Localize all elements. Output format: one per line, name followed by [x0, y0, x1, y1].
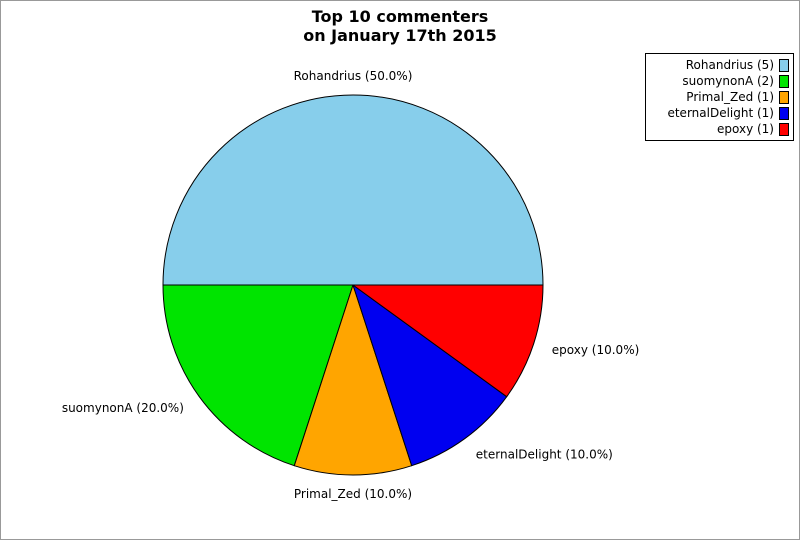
chart-title-line1: Top 10 commenters: [311, 7, 489, 26]
legend-swatch: [779, 122, 789, 136]
legend-swatch: [779, 90, 789, 104]
pie-slice-epoxy: [352, 284, 544, 398]
legend-item-suomynonA: suomynonA (2): [650, 73, 789, 89]
legend-item-Rohandrius: Rohandrius (5): [650, 57, 789, 73]
legend-swatch: [779, 106, 789, 120]
legend-label: Primal_Zed (1): [686, 90, 774, 104]
legend-item-Primal_Zed: Primal_Zed (1): [650, 89, 789, 105]
legend-item-eternalDelight: eternalDelight (1): [650, 105, 789, 121]
pie-slice-suomynonA: [162, 284, 354, 467]
legend-label: Rohandrius (5): [685, 58, 774, 72]
pie-slice-label-Rohandrius: Rohandrius (50.0%): [294, 69, 413, 83]
legend-label: suomynonA (2): [682, 74, 774, 88]
legend-swatch: [779, 74, 789, 88]
legend: Rohandrius (5) suomynonA (2) Primal_Zed (1…: [645, 53, 794, 141]
pie-slice-Rohandrius: [162, 94, 544, 286]
chart-title-line2: on January 17th 2015: [303, 26, 497, 45]
pie-slice-eternalDelight: [352, 284, 508, 467]
legend-label: epoxy (1): [717, 122, 774, 136]
pie-slice-Primal_Zed: [293, 284, 413, 476]
legend-label: eternalDelight (1): [667, 106, 774, 120]
pie-slice-label-suomynonA: suomynonA (20.0%): [62, 401, 184, 415]
pie-slice-label-epoxy: epoxy (10.0%): [552, 343, 639, 357]
pie-slice-label-Primal_Zed: Primal_Zed (10.0%): [294, 487, 412, 501]
legend-swatch: [779, 58, 789, 72]
legend-item-epoxy: epoxy (1): [650, 121, 789, 137]
pie-slice-label-eternalDelight: eternalDelight (10.0%): [476, 447, 613, 461]
chart-title: Top 10 commenters on January 17th 2015: [1, 7, 799, 45]
